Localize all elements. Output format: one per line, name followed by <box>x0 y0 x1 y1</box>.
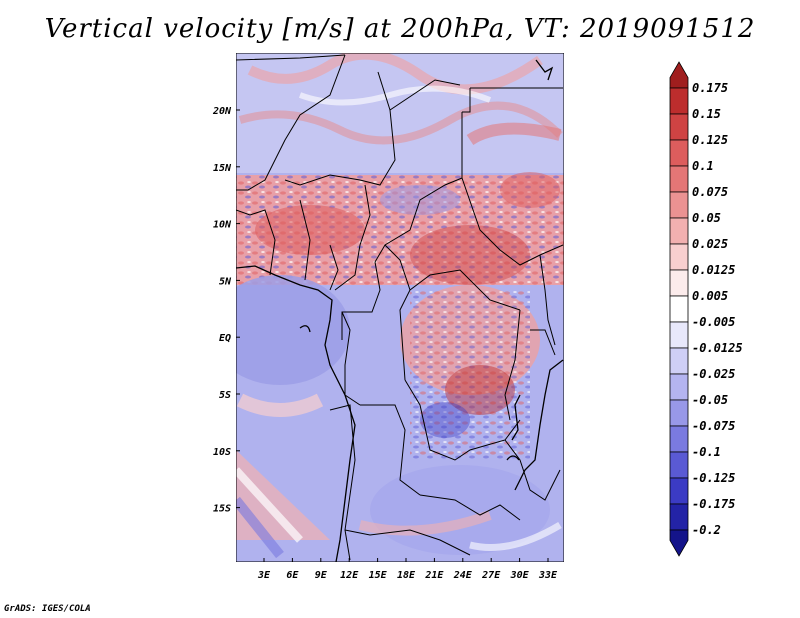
colorbar-label: 0.1 <box>692 159 714 173</box>
colorbar-label: -0.025 <box>692 367 735 381</box>
colorbar-label: -0.175 <box>692 497 735 511</box>
map-title: Vertical velocity [m/s] at 200hPa, VT: 2… <box>44 14 756 44</box>
colorbar-swatch <box>669 139 689 167</box>
colorbar-label: -0.075 <box>692 419 735 433</box>
colorbar-label: -0.005 <box>692 315 735 329</box>
colorbar-label: -0.125 <box>692 471 735 485</box>
colorbar-label: 0.005 <box>692 289 728 303</box>
colorbar-label: 0.075 <box>692 185 728 199</box>
colorbar-label: 0.025 <box>692 237 728 251</box>
lon-label: 15E <box>369 570 388 581</box>
lat-label: 20N <box>212 106 232 117</box>
colorbar-label: -0.1 <box>692 445 721 459</box>
colorbar-swatch <box>669 243 689 271</box>
colorbar-swatch <box>669 451 689 479</box>
lon-label: 18E <box>397 570 416 581</box>
lat-label: 5S <box>219 390 231 401</box>
lat-label: 10S <box>213 447 231 458</box>
longitude-axis: 3E 6E 9E 12E 15E 18E 21E 24E 27E 30E 33E <box>257 558 558 581</box>
lon-label: 3E <box>257 570 271 581</box>
colorbar-swatch <box>669 321 689 349</box>
lon-label: 24E <box>453 570 473 581</box>
lat-label: 15N <box>213 163 232 174</box>
lat-label: 5N <box>219 276 232 287</box>
lon-label: 9E <box>315 570 328 581</box>
colorbar-swatch <box>669 165 689 193</box>
grads-credit: GrADS: IGES/COLA <box>4 604 91 614</box>
colorbar-swatch <box>669 347 689 375</box>
latitude-axis: 20N 15N 10N 5N EQ 5S 10S 15S <box>212 106 240 515</box>
lat-label: 15S <box>213 504 231 515</box>
colorbar-label: -0.2 <box>692 523 721 537</box>
colorbar-label: 0.175 <box>692 81 728 95</box>
colorbar-swatch <box>669 113 689 141</box>
colorbar-swatch <box>669 61 689 89</box>
colorbar: 0.175 0.15 0.125 0.1 0.075 0.05 0.025 0.0125 0.0… <box>669 61 743 557</box>
colorbar-swatch <box>669 217 689 245</box>
colorbar-swatch <box>669 399 689 427</box>
colorbar-swatch <box>669 373 689 401</box>
lon-label: 12E <box>340 570 359 581</box>
lon-label: 21E <box>424 570 444 581</box>
lon-label: 33E <box>538 570 558 581</box>
lat-label: 10N <box>213 220 232 231</box>
lat-label: EQ <box>219 333 231 344</box>
colorbar-label: 0.125 <box>692 133 728 147</box>
colorbar-label: 0.05 <box>692 211 721 225</box>
colorbar-swatch <box>669 191 689 219</box>
lon-label: 30E <box>510 570 530 581</box>
colorbar-label: -0.0125 <box>692 341 743 355</box>
velocity-field <box>236 53 564 562</box>
colorbar-swatch <box>669 529 689 557</box>
colorbar-swatch <box>669 269 689 297</box>
colorbar-swatch <box>669 295 689 323</box>
lon-label: 6E <box>286 570 299 581</box>
colorbar-label: 0.15 <box>692 107 721 121</box>
colorbar-swatch <box>669 87 689 115</box>
colorbar-swatch <box>669 477 689 505</box>
lon-label: 27E <box>481 570 501 581</box>
colorbar-label: -0.05 <box>692 393 728 407</box>
colorbar-swatch <box>669 425 689 453</box>
colorbar-swatch <box>669 503 689 531</box>
colorbar-label: 0.0125 <box>692 263 735 277</box>
